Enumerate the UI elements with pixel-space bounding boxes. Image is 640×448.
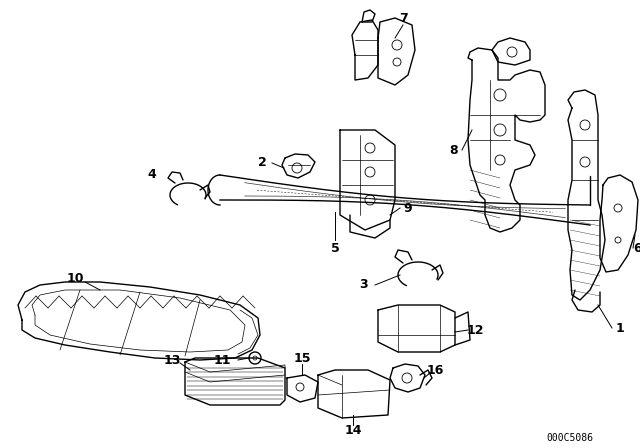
Text: 10: 10: [67, 271, 84, 284]
Text: 4: 4: [148, 168, 156, 181]
Text: 11: 11: [213, 353, 231, 366]
Circle shape: [253, 356, 257, 360]
Text: 15: 15: [293, 352, 311, 365]
Text: 3: 3: [358, 279, 367, 292]
Text: 13: 13: [163, 353, 180, 366]
Text: 1: 1: [616, 322, 625, 335]
Text: 12: 12: [467, 323, 484, 336]
Text: 16: 16: [426, 363, 444, 376]
Text: 000C5086: 000C5086: [547, 433, 593, 443]
Text: 14: 14: [344, 423, 362, 436]
Text: 5: 5: [331, 241, 339, 254]
Text: 2: 2: [258, 156, 266, 169]
Text: 6: 6: [634, 241, 640, 254]
Text: 8: 8: [450, 143, 458, 156]
Text: 9: 9: [404, 202, 412, 215]
Text: 7: 7: [399, 12, 408, 25]
